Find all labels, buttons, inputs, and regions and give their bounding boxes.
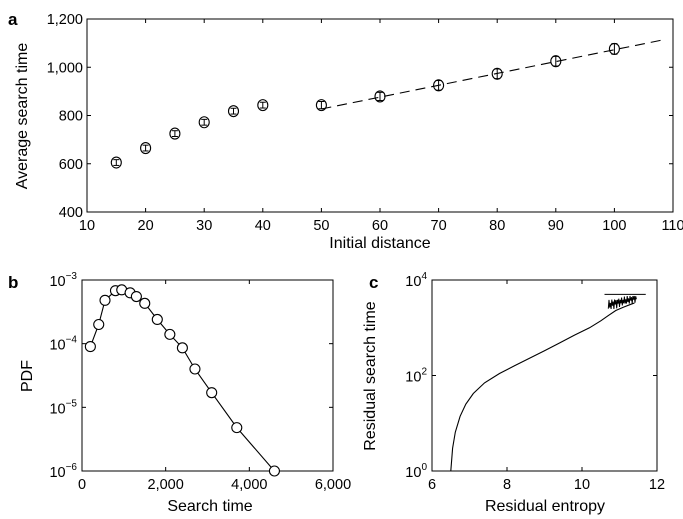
panel-c-series-line [450,302,635,472]
panel-b-y-tick-label: 10−5 [49,398,77,417]
panel-b-data-marker [93,318,105,331]
panel-a-y-tick-label: 600 [59,157,83,173]
panel-b-data-marker [139,297,151,309]
data-marker [315,99,327,112]
panel-a-y-axis-label: Average search time [14,43,31,190]
panel-c-noise [607,295,637,310]
panel-a-data-point [198,116,210,129]
panel-b-axes-frame [81,279,334,472]
panel-c-x-tick-labels: 6 8 10 12 [428,477,665,493]
panel-a-x-tick-label: 100 [602,218,626,234]
panel-a-y-tick-label: 1,000 [47,60,83,76]
data-marker [257,99,269,112]
panel-a-y-tick-label: 800 [59,109,83,125]
panel-b-y-axis-label: PDF [19,360,36,392]
panel-c-y-axis-label: Residual search time [362,301,379,451]
panel-b-data-marker [231,422,243,434]
panel-a-x-tick-label: 60 [372,218,388,234]
panel-b-data-marker [130,290,142,303]
panel-b-data-marker [84,341,96,353]
panel-a-data-point [491,67,503,80]
panel-c-x-tick-label: 6 [428,477,436,493]
data-marker [198,116,210,129]
panel-a-x-tick-label: 110 [661,218,683,234]
panel-c-y-tick-label: 102 [405,367,427,386]
data-marker [374,90,386,103]
panel-a-x-tick-label: 80 [489,218,505,234]
panel-c-x-tick-label: 12 [649,477,665,493]
panel-b: b 0 2,000 4,000 6,000 10−6 10−5 10−4 10−3 Sear… [8,271,351,515]
panel-b-data-marker [268,465,280,477]
panel-a-data-point [374,90,386,103]
data-marker [110,156,122,169]
panel-a-data-point [169,127,181,140]
panel-a-x-tick-label: 40 [255,218,271,234]
panel-b-x-tick-label: 0 [78,477,86,493]
panel-c-plateau [604,293,646,310]
panel-b-y-tick-labels: 10−6 10−5 10−4 10−3 [49,271,77,481]
panel-b-series-line [89,289,275,472]
panel-b-data-marker [151,313,163,326]
panel-a-data-point [257,99,269,112]
panel-b-x-axis-label: Search time [167,498,252,515]
panel-b-y-tick-label: 10−3 [49,271,77,290]
panel-a-data-point [550,55,562,68]
panel-a-y-tick-label: 1,200 [47,12,83,28]
panel-a-x-tick-label: 90 [548,218,564,234]
panel-a-points [110,42,620,169]
panel-b-x-tick-labels: 0 2,000 4,000 6,000 [78,477,351,493]
panel-c-ticks [431,279,658,472]
panel-c-y-tick-label: 100 [405,462,427,481]
data-marker [169,127,181,140]
panel-b-data-marker [164,328,176,340]
panel-a-x-tick-label: 50 [313,218,329,234]
panel-b-data-marker [206,387,218,399]
panel-c-y-tick-label: 104 [405,271,427,290]
data-marker [491,67,503,80]
panel-a-x-tick-labels: 10 20 30 40 50 60 70 80 90 100 110 [79,218,683,234]
data-marker [140,142,152,155]
panel-a-data-point [315,99,327,112]
panel-c-axes-frame [431,279,658,472]
panel-b-points [84,284,280,477]
panel-b-data-marker [176,342,188,354]
panel-b-y-tick-label: 10−4 [49,335,77,354]
panel-a-axes-frame [86,18,674,213]
panel-b-x-tick-label: 4,000 [231,477,267,493]
panel-a-x-tick-label: 30 [196,218,212,234]
panel-b-data-marker [99,294,111,306]
panel-a-letter: a [8,10,18,29]
panel-a-ticks [86,18,674,213]
panel-a-data-point [608,42,620,55]
panel-a-x-tick-label: 70 [431,218,447,234]
panel-c-x-tick-label: 10 [574,477,590,493]
panel-a-data-point [227,105,240,118]
data-marker [227,105,240,118]
panel-a-x-tick-label: 10 [79,218,95,234]
panel-c-x-tick-label: 8 [503,477,511,493]
panel-c-letter: c [369,273,378,292]
panel-c-x-axis-label: Residual entropy [485,498,605,515]
panel-c-y-tick-labels: 100 102 104 [405,271,427,481]
panel-a-x-axis-label: Initial distance [329,235,430,252]
panel-c: c 6 8 10 12 100 102 104 Residual entropy Resi… [362,271,665,515]
data-marker [608,42,620,55]
panel-b-data-marker [189,363,201,375]
panel-a-data-point [433,79,445,92]
panel-b-letter: b [8,273,18,292]
panel-a-data-point [140,142,152,155]
panel-b-x-tick-label: 6,000 [315,477,351,493]
panel-a-y-tick-labels: 400 600 800 1,000 1,200 [47,12,83,221]
panel-a-x-tick-label: 20 [138,218,154,234]
data-marker [433,79,445,92]
panel-a-data-point [110,156,122,169]
panel-a: a 10 20 30 40 50 60 70 80 90 100 110 400 600 800 1,00… [8,10,683,252]
panel-b-y-tick-label: 10−6 [49,462,77,481]
panel-a-fit-line [321,39,662,110]
panel-a-y-tick-label: 400 [59,205,83,221]
data-marker [550,55,562,68]
panel-b-ticks [81,279,334,472]
panel-b-x-tick-label: 2,000 [148,477,184,493]
